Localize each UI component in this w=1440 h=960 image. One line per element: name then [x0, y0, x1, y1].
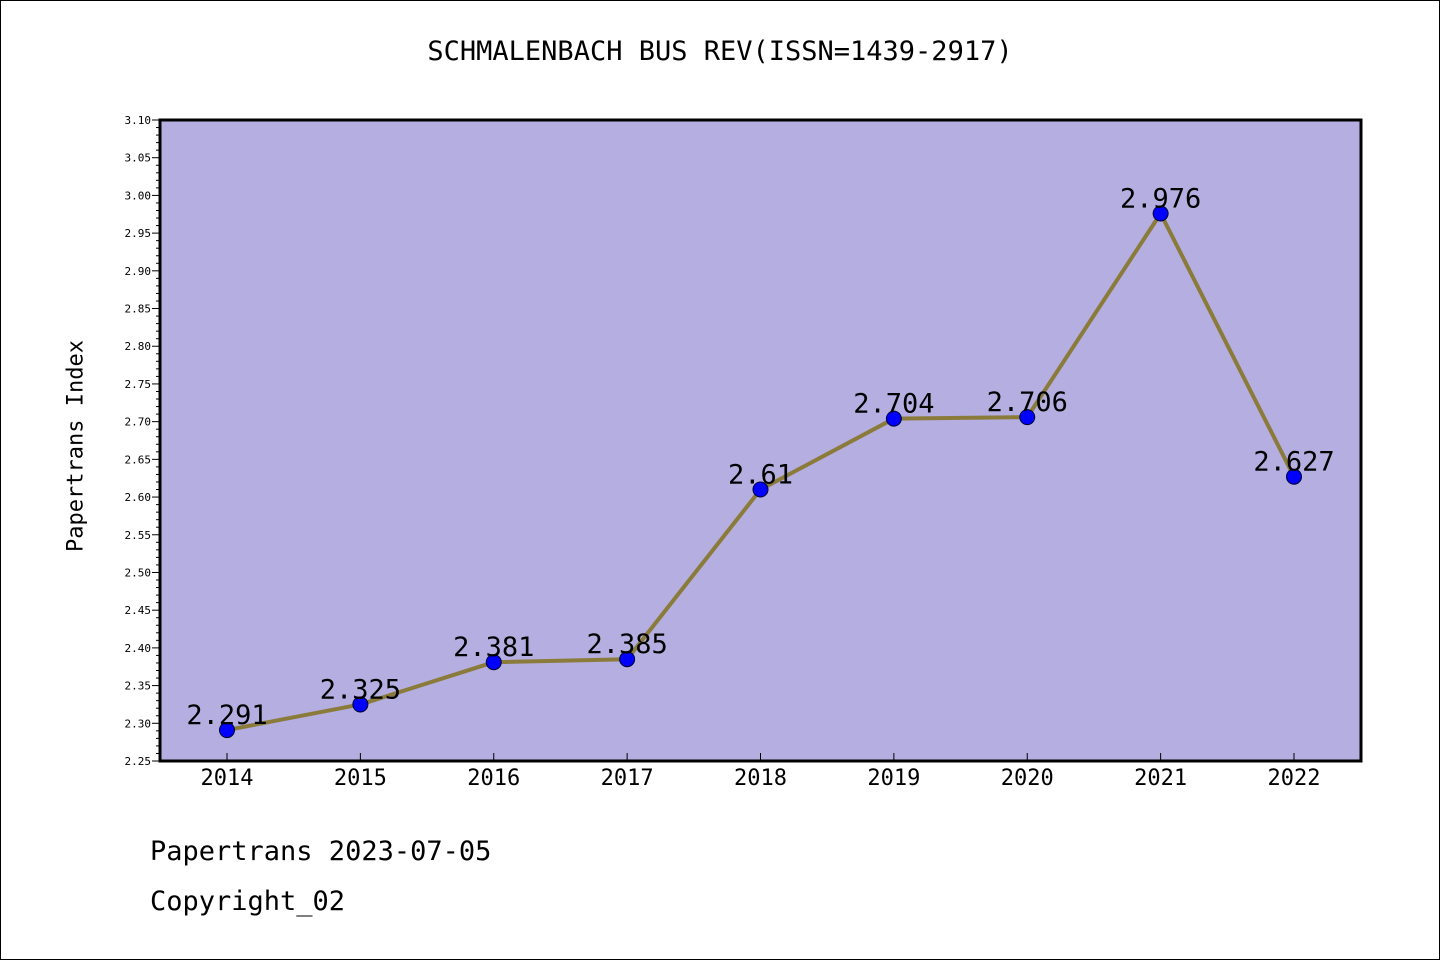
- y-tick-label: 3.10: [125, 114, 152, 127]
- footer-date: Papertrans 2023-07-05: [150, 836, 492, 867]
- y-tick-label: 2.60: [125, 491, 152, 504]
- x-tick-label: 2017: [601, 766, 654, 791]
- data-label: 2.381: [453, 632, 534, 663]
- y-tick-label: 2.80: [125, 340, 152, 353]
- data-label: 2.385: [586, 629, 667, 660]
- data-label: 2.325: [320, 674, 401, 705]
- y-tick-label: 2.45: [125, 604, 152, 617]
- data-label: 2.61: [728, 460, 793, 491]
- x-tick-label: 2019: [867, 766, 920, 791]
- data-point: [1019, 409, 1036, 426]
- y-tick-label: 2.75: [125, 378, 152, 391]
- data-label: 2.627: [1253, 447, 1334, 478]
- data-label: 2.704: [853, 389, 934, 420]
- plot-border: [158, 118, 1363, 763]
- footer-copyright: Copyright_02: [150, 886, 346, 917]
- y-tick-label: 2.65: [125, 453, 152, 466]
- x-tick-label: 2014: [201, 766, 254, 791]
- x-tick-label: 2022: [1268, 766, 1321, 791]
- y-tick-label: 2.30: [125, 717, 152, 730]
- y-tick-label: 3.00: [125, 189, 152, 202]
- y-tick-label: 2.25: [125, 755, 152, 768]
- y-tick-label: 2.90: [125, 265, 152, 278]
- data-point: [352, 696, 369, 713]
- x-axis: 2014 2015 2016 2017 2018 2019 2020 2021 2022: [201, 753, 1321, 791]
- y-tick-label: 2.70: [125, 416, 152, 429]
- data-point: [219, 722, 235, 739]
- x-tick-label: 2015: [334, 766, 387, 791]
- plot-area: [160, 120, 1361, 761]
- x-tick-label: 2016: [467, 766, 520, 791]
- data-point: [885, 410, 902, 427]
- data-label: 2.706: [987, 387, 1068, 418]
- data-point: [752, 481, 769, 498]
- y-tick-label: 2.50: [125, 566, 152, 579]
- data-point: [485, 654, 502, 671]
- y-tick-label: 2.95: [125, 227, 152, 240]
- y-tick-label: 2.55: [125, 529, 152, 542]
- y-tick-label: 2.85: [125, 303, 152, 316]
- y-axis: 2.25 2.30 2.35 2.40 2.45 2.50 2.55 2.60 2.65 2.70…: [125, 114, 160, 768]
- y-tick-label: 2.35: [125, 680, 152, 693]
- data-label: 2.976: [1120, 184, 1201, 215]
- x-tick-label: 2020: [1001, 766, 1054, 791]
- data-point: [1152, 205, 1169, 222]
- x-tick-label: 2021: [1134, 766, 1187, 791]
- data-point: [1286, 468, 1302, 485]
- series-markers: [219, 205, 1302, 739]
- chart-title: SCHMALENBACH BUS REV(ISSN=1439-2917): [427, 36, 1013, 67]
- data-label: 2.291: [186, 700, 267, 731]
- data-labels: 2.291 2.325 2.381 2.385 2.61 2.704 2.706 2.976 2…: [186, 184, 1334, 732]
- x-tick-label: 2018: [734, 766, 787, 791]
- y-tick-label: 3.05: [125, 152, 152, 165]
- data-point: [619, 651, 636, 668]
- y-tick-label: 2.40: [125, 642, 152, 655]
